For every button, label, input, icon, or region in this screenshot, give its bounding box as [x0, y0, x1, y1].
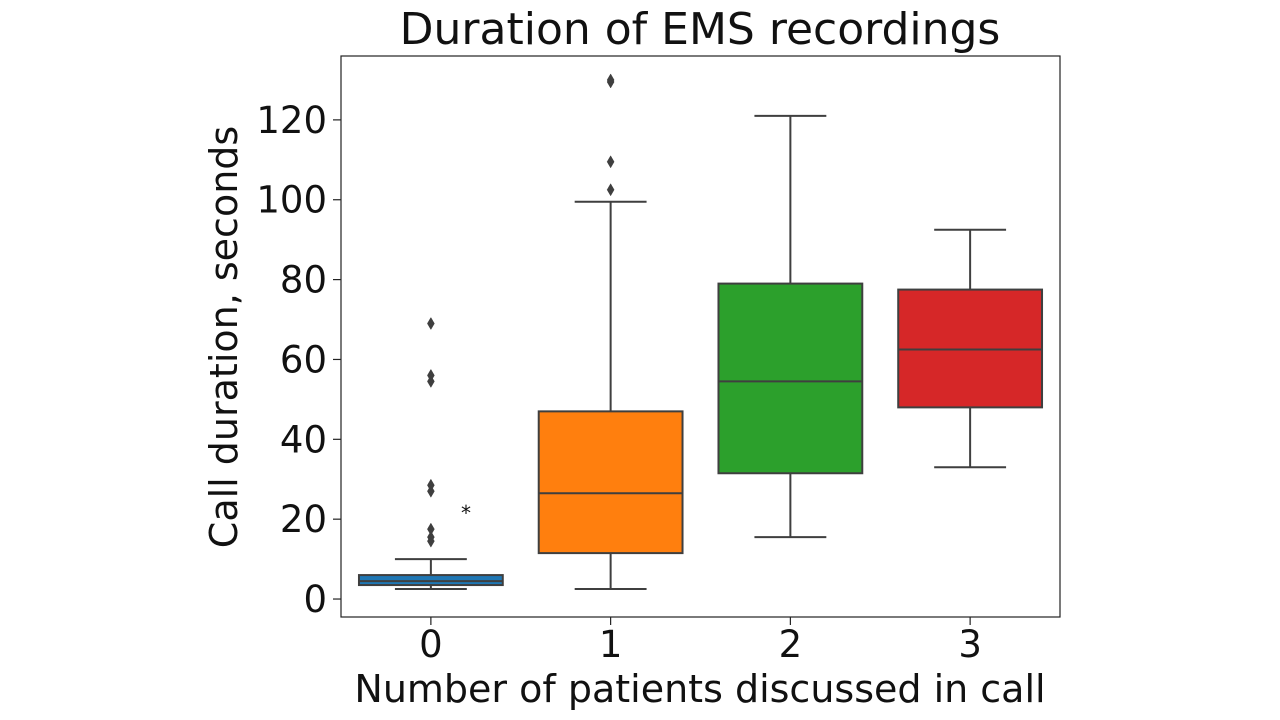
chart-title: Duration of EMS recordings: [400, 4, 1001, 55]
x-tick-label-2: 2: [779, 623, 803, 666]
box-group-0: [357, 317, 504, 591]
y-tick-label-40: 40: [280, 418, 327, 461]
box-group-2: [717, 114, 864, 539]
plot-area: [357, 73, 1044, 591]
y-tick-label-20: 20: [280, 498, 327, 541]
outlier-point: [427, 530, 435, 544]
annotation-asterisk: *: [461, 501, 471, 525]
outlier-point: [606, 183, 615, 197]
y-tick-label-100: 100: [256, 179, 327, 222]
y-tick-label-0: 0: [303, 578, 327, 621]
outlier-point: [606, 155, 615, 169]
box-group-1: [537, 73, 684, 591]
x-tick-label-1: 1: [599, 623, 623, 666]
y-tick-label-120: 120: [256, 99, 327, 142]
y-axis-label: Call duration, seconds: [202, 126, 246, 548]
outlier-point: [606, 73, 615, 87]
iqr-box: [717, 282, 864, 475]
outlier-point: [427, 368, 435, 382]
plot-frame: [340, 55, 1061, 618]
iqr-box: [537, 410, 684, 555]
x-tick-label-0: 0: [419, 623, 443, 666]
x-axis-label: Number of patients discussed in call: [354, 667, 1045, 711]
y-tick-label-80: 80: [280, 259, 327, 302]
y-tick-label-60: 60: [280, 338, 327, 381]
x-tick-label-3: 3: [958, 623, 982, 666]
outlier-point: [427, 478, 435, 492]
box-group-3: [897, 228, 1044, 469]
outlier-point: [427, 317, 435, 331]
outlier-point: [427, 522, 435, 536]
